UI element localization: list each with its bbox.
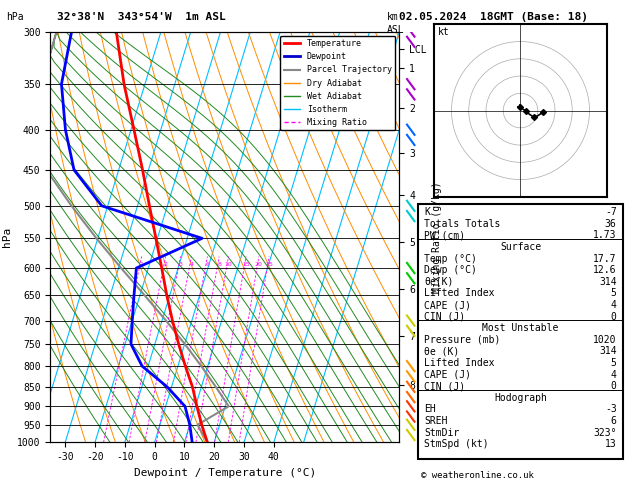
Text: 5: 5 [611, 288, 616, 298]
Text: 1: 1 [140, 261, 143, 267]
Text: hPa: hPa [6, 12, 24, 22]
Text: 17.7: 17.7 [593, 254, 616, 263]
Text: 2: 2 [164, 261, 168, 267]
Text: 1020: 1020 [593, 335, 616, 345]
Text: 6: 6 [611, 416, 616, 426]
Text: 6: 6 [206, 261, 209, 267]
Text: Surface: Surface [500, 242, 541, 252]
Text: 15: 15 [242, 261, 250, 267]
Text: 323°: 323° [593, 428, 616, 437]
Text: PW (cm): PW (cm) [425, 230, 465, 241]
Text: SREH: SREH [425, 416, 448, 426]
Text: 10: 10 [225, 261, 232, 267]
Text: K: K [425, 207, 430, 217]
Text: © weatheronline.co.uk: © weatheronline.co.uk [421, 471, 534, 480]
Text: 0: 0 [611, 312, 616, 322]
Text: StmSpd (kt): StmSpd (kt) [425, 439, 489, 449]
Text: Lifted Index: Lifted Index [425, 358, 495, 368]
Y-axis label: Mixing Ratio (g/kg): Mixing Ratio (g/kg) [432, 181, 442, 293]
Y-axis label: hPa: hPa [1, 227, 11, 247]
Text: 36: 36 [605, 219, 616, 229]
Text: 5: 5 [611, 358, 616, 368]
Text: km: km [387, 12, 399, 22]
Text: Dewp (°C): Dewp (°C) [425, 265, 477, 275]
Text: kt: kt [438, 27, 450, 36]
Text: 13: 13 [605, 439, 616, 449]
Text: 3: 3 [179, 261, 182, 267]
Text: 4: 4 [611, 370, 616, 380]
Text: 4: 4 [611, 300, 616, 310]
Text: 1.73: 1.73 [593, 230, 616, 241]
Text: 02.05.2024  18GMT (Base: 18): 02.05.2024 18GMT (Base: 18) [399, 12, 588, 22]
Text: Totals Totals: Totals Totals [425, 219, 501, 229]
Text: Lifted Index: Lifted Index [425, 288, 495, 298]
Text: CAPE (J): CAPE (J) [425, 300, 471, 310]
Text: CIN (J): CIN (J) [425, 381, 465, 391]
Text: 25: 25 [265, 261, 273, 267]
Text: -3: -3 [605, 404, 616, 415]
Text: 32°38'N  343°54'W  1m ASL: 32°38'N 343°54'W 1m ASL [57, 12, 225, 22]
Text: Most Unstable: Most Unstable [482, 323, 559, 333]
Text: 8: 8 [217, 261, 221, 267]
Text: Hodograph: Hodograph [494, 393, 547, 403]
Text: CAPE (J): CAPE (J) [425, 370, 471, 380]
Text: -7: -7 [605, 207, 616, 217]
Text: 314: 314 [599, 347, 616, 356]
Text: 0: 0 [611, 381, 616, 391]
Text: ASL: ASL [387, 25, 404, 35]
Text: CIN (J): CIN (J) [425, 312, 465, 322]
Text: θe (K): θe (K) [425, 347, 460, 356]
Text: Pressure (mb): Pressure (mb) [425, 335, 501, 345]
Text: EH: EH [425, 404, 436, 415]
Text: Temp (°C): Temp (°C) [425, 254, 477, 263]
Text: StmDir: StmDir [425, 428, 460, 437]
Text: θe(K): θe(K) [425, 277, 454, 287]
Text: 314: 314 [599, 277, 616, 287]
Text: 12.6: 12.6 [593, 265, 616, 275]
Text: 4: 4 [189, 261, 194, 267]
X-axis label: Dewpoint / Temperature (°C): Dewpoint / Temperature (°C) [134, 468, 316, 478]
Legend: Temperature, Dewpoint, Parcel Trajectory, Dry Adiabat, Wet Adiabat, Isotherm, Mi: Temperature, Dewpoint, Parcel Trajectory… [281, 36, 395, 130]
Text: 20: 20 [255, 261, 263, 267]
